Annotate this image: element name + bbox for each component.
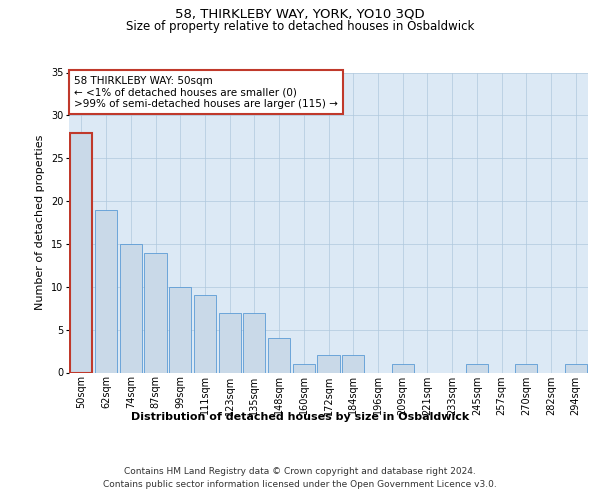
Bar (70, 132, 92, 372)
Text: Contains HM Land Registry data © Crown copyright and database right 2024.: Contains HM Land Registry data © Crown c… (124, 468, 476, 476)
Y-axis label: Number of detached properties: Number of detached properties (35, 135, 46, 310)
Text: Distribution of detached houses by size in Osbaldwick: Distribution of detached houses by size … (131, 412, 469, 422)
Bar (268, 338, 290, 372)
Text: Contains public sector information licensed under the Open Government Licence v3: Contains public sector information licen… (103, 480, 497, 489)
Bar (218, 312, 241, 372)
Bar (565, 364, 587, 372)
Bar (119, 244, 142, 372)
Bar (145, 252, 167, 372)
Bar (243, 312, 265, 372)
Bar (95, 210, 117, 372)
Text: 58, THIRKLEBY WAY, YORK, YO10 3QD: 58, THIRKLEBY WAY, YORK, YO10 3QD (175, 8, 425, 20)
Bar (466, 364, 488, 372)
Bar (317, 356, 340, 372)
Bar (194, 296, 216, 372)
Bar (342, 356, 364, 372)
Bar (392, 364, 414, 372)
Bar (515, 364, 538, 372)
Text: 58 THIRKLEBY WAY: 50sqm
← <1% of detached houses are smaller (0)
>99% of semi-de: 58 THIRKLEBY WAY: 50sqm ← <1% of detache… (74, 76, 338, 108)
Text: Size of property relative to detached houses in Osbaldwick: Size of property relative to detached ho… (126, 20, 474, 33)
Bar (169, 287, 191, 372)
Bar (293, 364, 315, 372)
